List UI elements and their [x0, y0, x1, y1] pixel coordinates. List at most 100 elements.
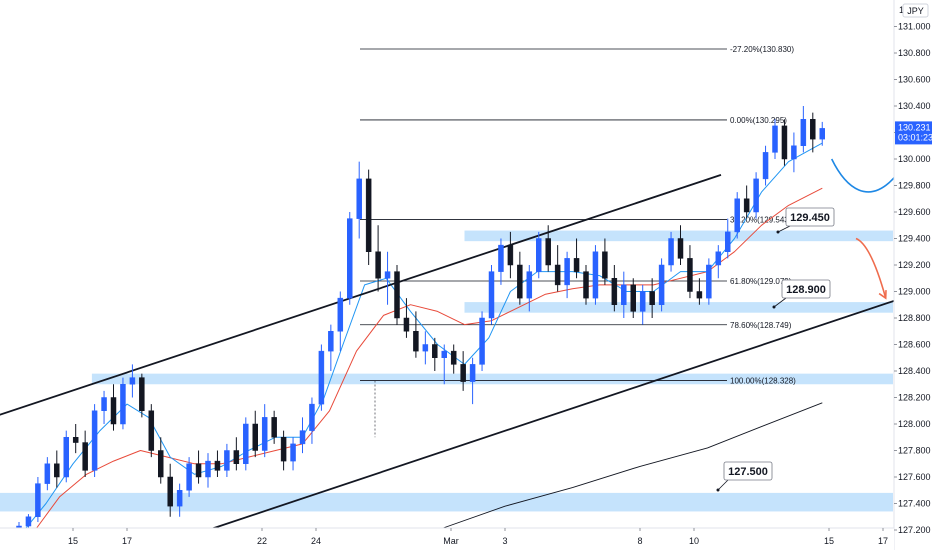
candle-29 [290, 437, 296, 471]
candle-body [781, 125, 788, 160]
fib-label-5: 100.00%(128.328) [730, 377, 796, 386]
candle-body [432, 344, 438, 358]
price-axis[interactable]: 127.200 127.400 127.600 127.800 128.000 128.2… [894, 22, 931, 536]
candle-body [299, 430, 306, 445]
candle-body [706, 264, 712, 299]
callout-text: 128.900 [786, 284, 826, 296]
fib-label-2: 38.20%(129.543) [730, 216, 792, 225]
candle-body [110, 397, 117, 425]
candle-71 [687, 245, 693, 299]
fib-label-1: 0.00%(130.295) [730, 116, 787, 125]
y-tick-label-6: 128.400 [898, 366, 931, 376]
trend-channel [0, 174, 932, 531]
zone-callout-0[interactable]: 129.450 [776, 207, 835, 234]
candle-16 [167, 463, 173, 517]
candle-54 [526, 265, 533, 312]
candle-24 [243, 417, 249, 471]
y-tick-label-19: 131.000 [898, 22, 931, 32]
callout-box [723, 461, 773, 481]
candle-body [800, 119, 807, 146]
candle-33 [328, 324, 334, 371]
candle-body [649, 291, 655, 305]
candle-44 [432, 337, 438, 371]
x-tick-label-0: 15 [68, 536, 78, 546]
candle-69 [668, 231, 674, 272]
candle-9 [101, 390, 107, 424]
candle-25 [252, 410, 258, 458]
callout-anchor [772, 305, 776, 309]
candle-79 [762, 145, 769, 186]
candle-body [167, 476, 173, 507]
candle-body [394, 271, 400, 319]
candle-50 [488, 265, 495, 325]
candle-30 [299, 417, 306, 454]
candle-61 [592, 245, 599, 305]
candle-51 [498, 238, 504, 285]
y-tick-label-14: 130.000 [898, 154, 931, 164]
candle-20 [205, 453, 211, 488]
candle-body [252, 423, 258, 451]
candle-45 [441, 344, 447, 385]
ema-fast-line [18, 142, 823, 537]
candle-70 [677, 225, 684, 265]
y-tick-label-2: 127.600 [898, 472, 931, 482]
callout-pointer [717, 479, 729, 491]
candle-body [347, 218, 353, 299]
candle-8 [91, 404, 98, 477]
callout-text: 129.450 [790, 212, 830, 224]
candle-36 [356, 161, 362, 239]
bar-countdown: 03:01:23 [898, 132, 932, 142]
candle-body [375, 251, 381, 279]
candle-81 [781, 119, 788, 166]
candle-56 [545, 225, 551, 272]
x-tick-label-2: 22 [257, 536, 267, 546]
zone-callout-2[interactable]: 127.500 [716, 461, 773, 492]
last-price-value: 130.231 [898, 122, 931, 132]
y-tick-label-1: 127.400 [898, 499, 931, 509]
candle-body [63, 437, 69, 478]
candle-body [668, 238, 674, 266]
candle-76 [734, 192, 740, 239]
moving-averages [18, 142, 823, 537]
candle-11 [120, 377, 126, 430]
candle-body [233, 450, 240, 464]
candle-body [687, 258, 693, 292]
candle-body [337, 297, 344, 332]
x-tick-label-4: Mar [443, 536, 459, 546]
candle-78 [753, 172, 759, 219]
candle-47 [460, 351, 466, 391]
candle-body [129, 377, 136, 385]
candle-57 [554, 245, 561, 292]
candle-28 [280, 430, 287, 471]
candle-body [630, 284, 636, 312]
callout-box [781, 279, 831, 299]
zone-callout-1[interactable]: 128.900 [772, 279, 831, 309]
candle-body [658, 264, 665, 305]
candle-body [583, 271, 589, 299]
zone-band-3 [0, 492, 893, 512]
currency-corner-digit: 1 [899, 5, 904, 15]
candle-body [734, 198, 740, 233]
time-axis[interactable]: 15 17 22 24 Mar 3 8 10 15 17 [68, 528, 888, 546]
candle-3 [44, 457, 51, 491]
candle-48 [469, 357, 476, 405]
candle-body [677, 238, 684, 259]
candle-body [762, 152, 769, 180]
candle-body [696, 291, 703, 299]
y-tick-label-0: 127.200 [898, 525, 931, 535]
candle-35 [347, 212, 353, 305]
fib-label-4: 78.60%(128.749) [730, 321, 792, 330]
candle-body [261, 417, 268, 451]
candle-body [621, 284, 627, 305]
candle-body [725, 231, 731, 252]
y-tick-label-9: 129.000 [898, 287, 931, 297]
fib-label-0: -27.20%(130.830) [730, 45, 794, 54]
candle-63 [611, 265, 618, 312]
candle-body [507, 244, 514, 266]
y-tick-label-17: 130.600 [898, 75, 931, 85]
candle-body [280, 437, 287, 462]
currency-badge-box [902, 3, 929, 18]
candle-body [810, 119, 816, 140]
candle-77 [743, 185, 750, 219]
